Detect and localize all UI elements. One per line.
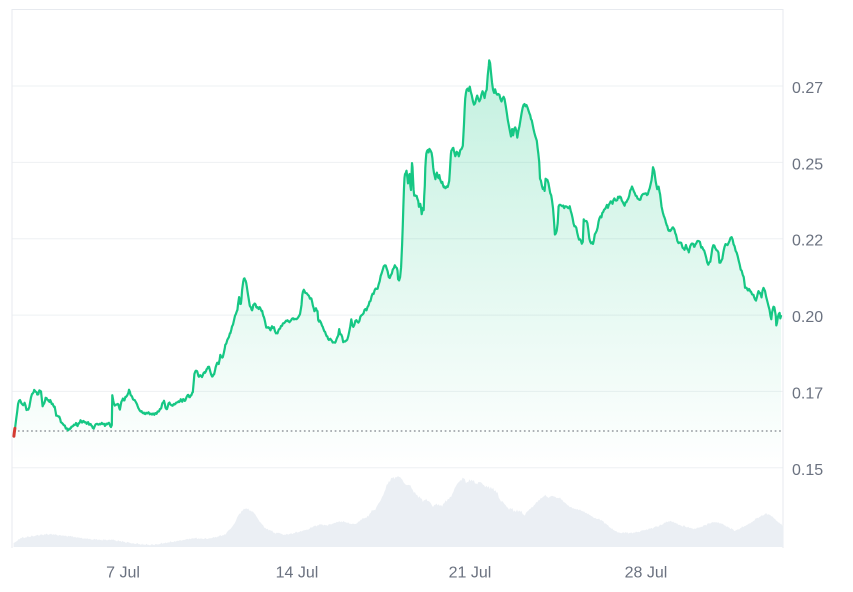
svg-text:21 Jul: 21 Jul: [449, 565, 492, 582]
svg-text:0.17: 0.17: [792, 385, 823, 402]
svg-text:7 Jul: 7 Jul: [106, 565, 140, 582]
svg-text:0.25: 0.25: [792, 156, 823, 173]
svg-text:28 Jul: 28 Jul: [625, 565, 668, 582]
svg-text:0.15: 0.15: [792, 462, 823, 479]
svg-text:14 Jul: 14 Jul: [276, 565, 319, 582]
svg-text:0.20: 0.20: [792, 309, 823, 326]
svg-text:0.22: 0.22: [792, 233, 823, 250]
svg-text:0.27: 0.27: [792, 80, 823, 97]
